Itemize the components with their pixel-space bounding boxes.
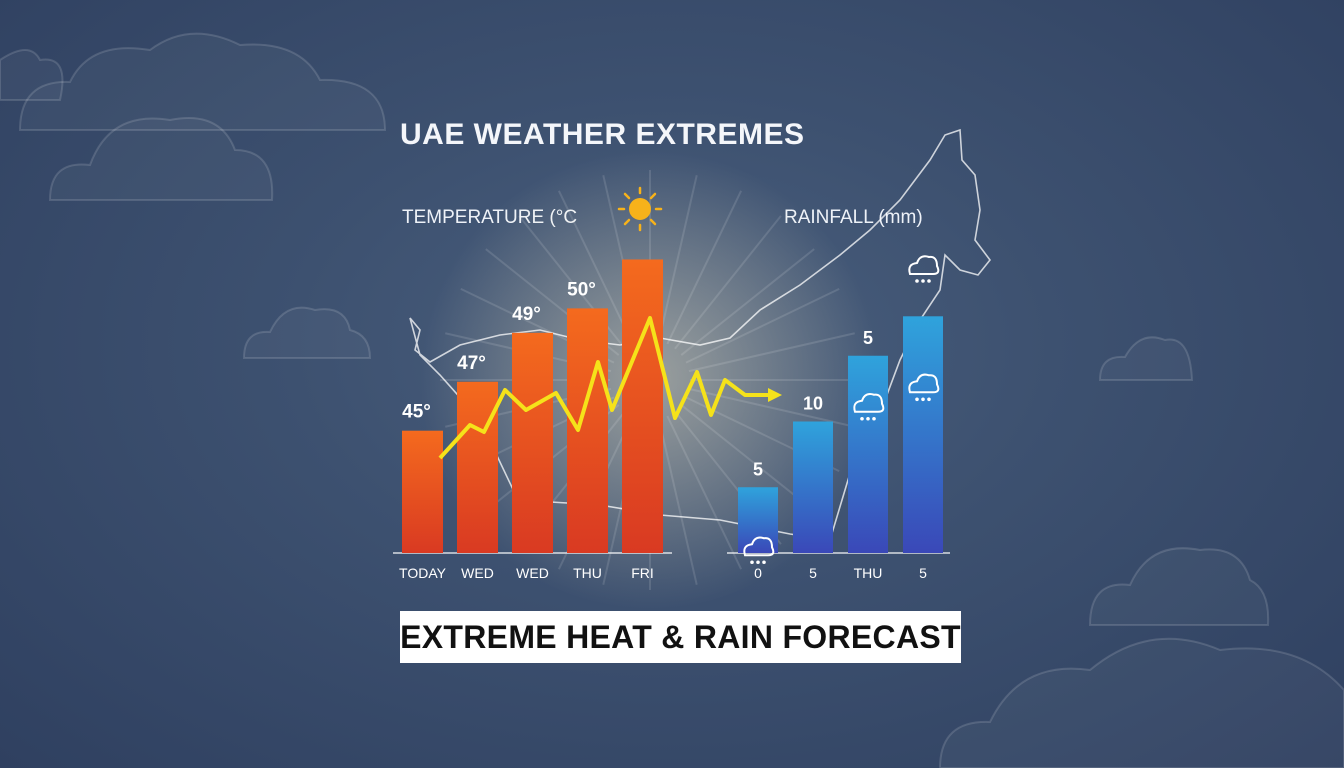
chart-title: UAE WEATHER EXTREMES	[400, 118, 805, 151]
trend-line	[438, 316, 770, 460]
temperature-bar	[512, 332, 553, 553]
rainfall-x-tick: 5	[919, 565, 927, 581]
temperature-x-tick: WED	[461, 565, 494, 581]
rain-cloud-icon	[853, 393, 885, 421]
temperature-x-tick: WED	[516, 565, 549, 581]
temperature-data-label: 45°	[402, 402, 431, 423]
temperature-x-tick: TODAY	[399, 565, 447, 581]
temperature-data-label: 49°	[512, 304, 541, 325]
rainfall-bar	[903, 316, 943, 553]
temperature-bar	[622, 259, 663, 553]
rainfall-x-tick: 0	[754, 565, 762, 581]
rain-cloud-icon	[743, 536, 775, 565]
rainfall-data-label: 10	[803, 394, 823, 414]
sun-icon	[617, 186, 663, 232]
rainfall-bar	[848, 355, 888, 553]
rainfall-data-label: 5	[863, 328, 873, 348]
rainfall-x-tick: 5	[809, 565, 817, 581]
temperature-bar	[567, 308, 608, 553]
temperature-data-label: 50°	[567, 279, 596, 300]
rainfall-bar	[793, 421, 833, 553]
trend-arrow-icon	[768, 388, 782, 402]
rainfall-data-label: 5	[753, 459, 763, 479]
temperature-x-tick: FRI	[631, 565, 654, 581]
temperature-x-tick: THU	[573, 565, 602, 581]
temperature-data-label: 47°	[457, 353, 486, 374]
temperature-bar	[402, 430, 443, 553]
storm-cloud-icon	[908, 255, 940, 283]
rain-cloud-icon	[908, 373, 940, 402]
temperature-bar	[457, 381, 498, 553]
forecast-banner: EXTREME HEAT & RAIN FORECAST	[400, 611, 961, 663]
banner-text: EXTREME HEAT & RAIN FORECAST	[400, 618, 961, 655]
rainfall-x-tick: THU	[854, 565, 883, 581]
